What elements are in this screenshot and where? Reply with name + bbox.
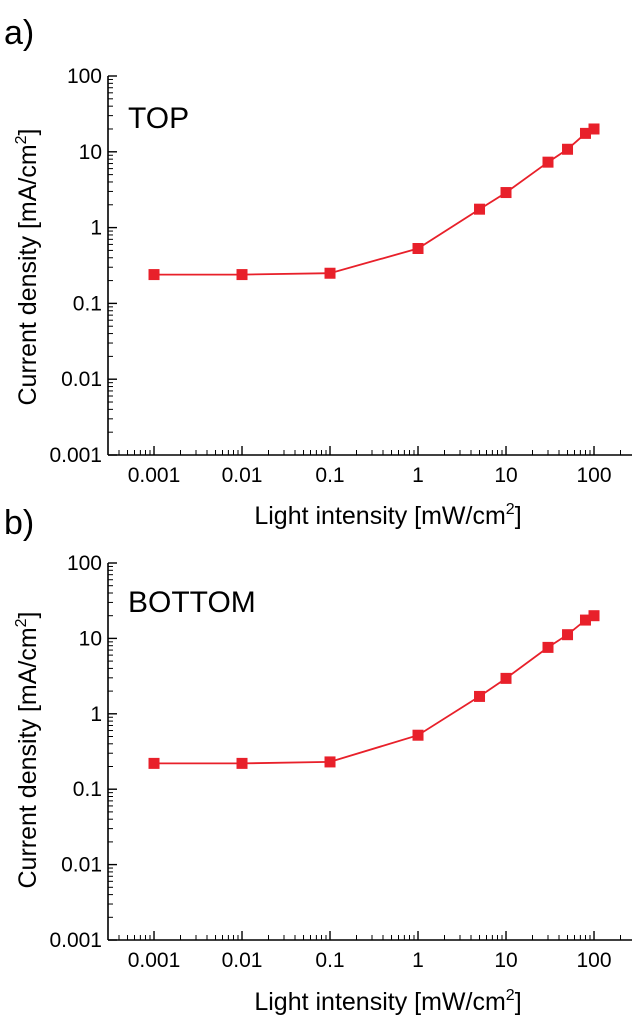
data-point xyxy=(148,757,160,769)
data-point xyxy=(500,187,512,199)
y-tick-label: 0.001 xyxy=(49,444,102,467)
data-point xyxy=(562,143,574,155)
y-axis-title: Current density [mA/cm2] xyxy=(13,128,42,405)
data-point xyxy=(412,242,424,254)
x-tick-label: 10 xyxy=(494,464,517,487)
y-tick-label: 0.1 xyxy=(73,292,102,315)
y-tick-label: 1 xyxy=(90,217,102,240)
y-tick-label: 0.001 xyxy=(49,929,102,952)
y-tick-label: 100 xyxy=(67,65,102,88)
y-tick-label: 10 xyxy=(79,141,102,164)
x-tick-label: 100 xyxy=(576,949,611,972)
x-tick-label: 0.01 xyxy=(222,949,263,972)
data-point xyxy=(324,756,336,768)
x-tick-label: 100 xyxy=(576,464,611,487)
data-point xyxy=(324,267,336,279)
chart-bottom: b) BOTTOM Light intensity [mW/cm2] Curre… xyxy=(4,504,632,1015)
x-tick-label: 0.01 xyxy=(222,464,263,487)
y-axis-title: Current density [mA/cm2] xyxy=(13,611,42,888)
data-point xyxy=(474,690,486,702)
data-point xyxy=(236,269,248,281)
panel-letter: b) xyxy=(4,504,34,542)
x-tick-label: 0.001 xyxy=(128,949,181,972)
panel-title: BOTTOM xyxy=(128,586,256,619)
panel-letter: a) xyxy=(4,14,34,52)
x-tick-label: 0.1 xyxy=(315,949,344,972)
data-point xyxy=(148,269,160,281)
x-axis-title: Light intensity [mW/cm2] xyxy=(254,987,521,1015)
data-point xyxy=(579,614,591,626)
data-point xyxy=(500,672,512,684)
y-tick-label: 1 xyxy=(90,703,102,726)
data-point xyxy=(562,629,574,641)
chart-top: a) TOP Light intensity [mW/cm2] Current … xyxy=(4,14,632,530)
y-tick-label: 0.01 xyxy=(61,368,102,391)
y-tick-label: 0.1 xyxy=(73,778,102,801)
data-point xyxy=(588,123,600,135)
x-tick-label: 0.1 xyxy=(315,464,344,487)
y-tick-label: 0.01 xyxy=(61,854,102,877)
x-tick-label: 0.001 xyxy=(128,464,181,487)
data-point xyxy=(236,757,248,769)
data-point xyxy=(579,127,591,139)
y-tick-label: 10 xyxy=(79,627,102,650)
data-point xyxy=(474,203,486,215)
x-tick-label: 10 xyxy=(494,949,517,972)
data-point xyxy=(588,610,600,622)
series-line xyxy=(154,614,595,765)
data-point xyxy=(542,156,554,168)
data-point xyxy=(542,641,554,653)
x-tick-label: 1 xyxy=(412,464,424,487)
panel-title: TOP xyxy=(128,102,189,135)
y-tick-label: 100 xyxy=(67,552,102,575)
x-axis-title: Light intensity [mW/cm2] xyxy=(254,501,521,530)
data-point xyxy=(412,729,424,741)
x-tick-label: 1 xyxy=(412,949,424,972)
series-line xyxy=(154,128,595,276)
